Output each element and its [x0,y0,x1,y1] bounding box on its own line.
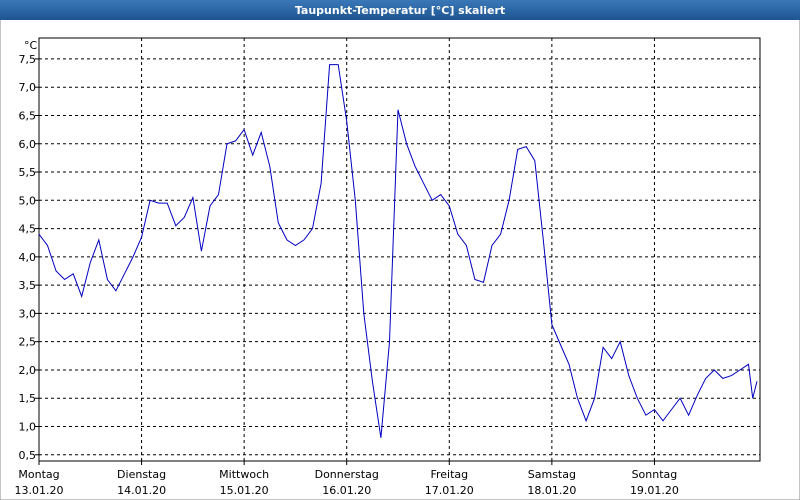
x-tick-label: Samstag [528,468,576,481]
y-tick-label: 6,5 [19,109,37,122]
x-tick-sublabel: 13.01.20 [15,484,64,497]
x-tick-sublabel: 19.01.20 [630,484,679,497]
x-tick-label: Dienstag [117,468,166,481]
y-tick-label: 2,0 [19,364,37,377]
title-bar [0,0,800,20]
x-tick-label: Sonntag [632,468,678,481]
y-tick-label: 5,0 [19,194,37,207]
plot-frame [38,37,761,462]
y-tick-label: 1,5 [19,392,37,405]
x-tick-sublabel: 15.01.20 [220,484,269,497]
x-tick-label: Freitag [430,468,468,481]
chart-title: Taupunkt-Temperatur [°C] skaliert [295,4,505,17]
y-tick-label: 4,5 [19,223,37,236]
y-tick-label: 3,5 [19,279,37,292]
y-tick-label: 1,0 [19,421,37,434]
y-tick-label: 6,0 [19,138,37,151]
y-tick-label: 3,0 [19,307,37,320]
data-line [38,64,758,438]
y-tick-label: 5,5 [19,166,37,179]
y-tick-label: 2,5 [19,336,37,349]
y-tick-label: 0,5 [19,449,37,462]
y-tick-label: 7,5 [19,53,37,66]
y-tick-label: 4,0 [19,251,37,264]
x-tick-label: Montag [18,468,59,481]
x-tick-sublabel: 14.01.20 [117,484,166,497]
x-tick-label: Mittwoch [219,468,269,481]
x-tick-sublabel: 16.01.20 [322,484,371,497]
x-tick-sublabel: 18.01.20 [527,484,576,497]
x-tick-label: Donnerstag [315,468,379,481]
y-tick-label: 7,0 [19,81,37,94]
y-unit: °C [24,39,38,52]
x-tick-sublabel: 17.01.20 [425,484,474,497]
